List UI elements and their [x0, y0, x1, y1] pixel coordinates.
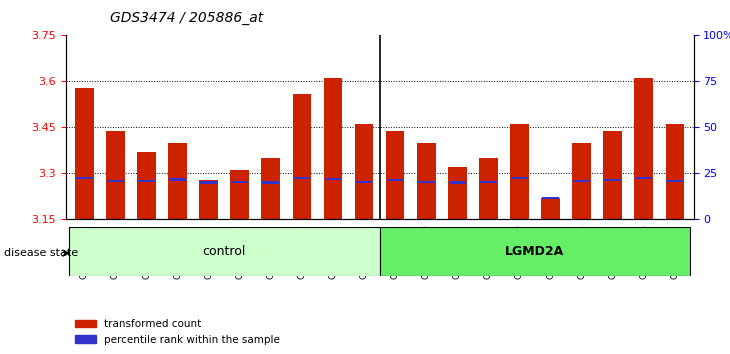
Bar [386, 131, 404, 219]
Bar [666, 180, 683, 182]
FancyBboxPatch shape [69, 227, 380, 276]
Bar [169, 178, 186, 181]
Bar [200, 182, 217, 184]
Bar [417, 143, 436, 219]
Bar [572, 143, 591, 219]
Bar [666, 124, 684, 219]
Text: control: control [202, 245, 246, 258]
Bar [262, 182, 279, 184]
Bar [479, 158, 498, 219]
Bar [635, 177, 652, 179]
Bar [106, 131, 125, 219]
Bar [231, 170, 249, 219]
Bar [199, 179, 218, 219]
Bar [75, 87, 93, 219]
Bar [323, 78, 342, 219]
Bar [76, 177, 93, 179]
Bar [480, 181, 497, 183]
FancyBboxPatch shape [380, 227, 691, 276]
Legend: transformed count, percentile rank within the sample: transformed count, percentile rank withi… [71, 315, 284, 349]
Bar [293, 177, 310, 179]
Bar [138, 180, 155, 182]
Bar [387, 179, 404, 182]
Bar [355, 124, 373, 219]
Bar [604, 131, 622, 219]
Bar [604, 179, 621, 181]
Text: LGMD2A: LGMD2A [505, 245, 564, 258]
Bar [448, 167, 466, 219]
Bar [261, 158, 280, 219]
Bar [356, 181, 372, 183]
Bar [449, 182, 466, 184]
Bar [542, 197, 559, 199]
Bar [293, 94, 311, 219]
Bar [107, 180, 124, 182]
Bar [573, 179, 590, 182]
Text: disease state: disease state [4, 248, 78, 258]
Text: GDS3474 / 205886_at: GDS3474 / 205886_at [110, 11, 263, 25]
Bar [634, 78, 653, 219]
Bar [418, 181, 434, 183]
Bar [325, 178, 342, 180]
Bar [541, 198, 560, 219]
Bar [511, 177, 528, 179]
Bar [137, 152, 155, 219]
Bar [510, 124, 529, 219]
Bar [168, 143, 187, 219]
Bar [231, 181, 248, 183]
